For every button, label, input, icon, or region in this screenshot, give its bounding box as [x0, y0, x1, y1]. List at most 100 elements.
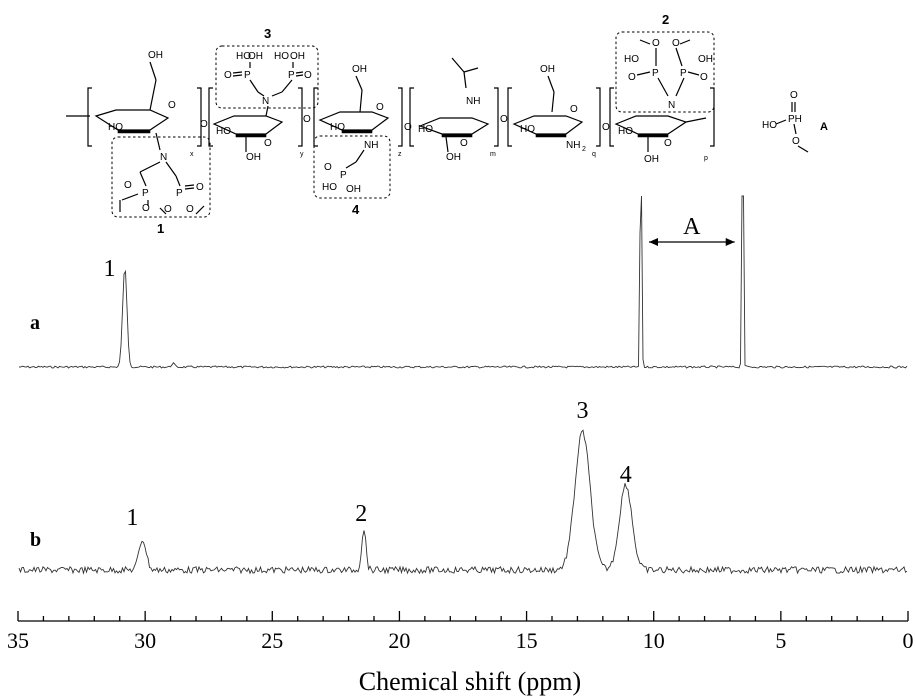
unit2-o2: O — [672, 38, 680, 49]
unit1-oh-top: OH — [148, 50, 163, 61]
unit1-p2-oxo: O — [196, 182, 204, 193]
amine-ho: HO — [520, 124, 535, 135]
unit3-ring-o: O — [264, 138, 272, 149]
peak-labels: 1 1 2 3 4 — [104, 256, 632, 531]
unit3-oxo1: O — [224, 70, 232, 81]
annotation-label-a: A — [683, 214, 701, 240]
unit2-ho: HO — [624, 54, 639, 65]
unit2-oh-low: OH — [644, 154, 659, 165]
compound-a: O PH HO O A — [762, 90, 828, 153]
x-tick-label-20: 20 — [388, 628, 410, 653]
unit1-p1-o2: O — [142, 203, 150, 214]
x-tick-label-15: 15 — [516, 628, 538, 653]
unit-3-label: 3 — [264, 26, 271, 41]
unit-3-box — [215, 45, 319, 109]
unit3-ho1: HO — [236, 51, 251, 62]
x-tick-label-25: 25 — [261, 628, 283, 653]
unit4-oh-top: OH — [352, 64, 367, 75]
compound-a-o: O — [792, 136, 800, 147]
unit-2-ring: HO O OH p — [614, 115, 708, 165]
unit-3-phosphonates: HO OH HO OH O P P O N — [224, 51, 312, 107]
x-tick-label-30: 30 — [134, 628, 156, 653]
acetyl-oh-low: OH — [446, 152, 461, 163]
unit3-p2: P — [288, 70, 295, 81]
peak-label-b-1: 1 — [126, 505, 138, 531]
unit1-p1-o: O — [124, 180, 132, 191]
x-axis-title: Chemical shift (ppm) — [359, 667, 581, 696]
unit4-ring-o: O — [376, 102, 384, 113]
unit3-oh1: OH — [248, 51, 263, 62]
unit2-p1: P — [652, 68, 659, 79]
unit-4-phosphonate: P O HO OH — [322, 149, 365, 195]
unit1-ring-o: O — [168, 100, 176, 111]
peak-label-b-3: 3 — [577, 398, 589, 424]
unit-1-phosphonates: P O O P O O O — [119, 161, 205, 215]
unit-1-label: 1 — [157, 221, 164, 236]
unit-2-phosphonates: O O HO OH P P O O N — [624, 38, 713, 111]
acetyl-unit: NH HO O OH m — [418, 57, 496, 163]
unit4-oxo: O — [324, 162, 332, 173]
unit4-subscript: z — [398, 151, 402, 158]
unit1-p2: P — [176, 188, 183, 199]
x-tick-label-5: 5 — [775, 628, 786, 653]
unit1-ho: HO — [108, 122, 123, 133]
unit3-oxo2: O — [304, 70, 312, 81]
linker-o-3: O — [404, 122, 412, 133]
unit-2-label: 2 — [662, 12, 669, 27]
unit-1-ring: OH O HO N x — [94, 50, 194, 163]
unit-4-label: 4 — [352, 202, 360, 217]
linker-o-2: O — [303, 114, 311, 125]
unit-3-ring: HO O OH y — [212, 105, 304, 163]
unit4-oh2: OH — [346, 184, 361, 195]
unit2-p2: P — [680, 68, 687, 79]
unit2-o1: O — [652, 38, 660, 49]
spectrum-b-trace — [18, 429, 908, 575]
nmr-spectra: a b 1 1 2 3 4 A — [18, 195, 908, 575]
linker-o-1: O — [200, 119, 208, 130]
annotation-arrowhead-right — [725, 238, 735, 246]
unit1-p2-o: O — [164, 204, 172, 215]
x-tick-label-35: 35 — [7, 628, 29, 653]
unit3-ho2: HO — [274, 51, 289, 62]
unit2-ring-o: O — [664, 138, 672, 149]
unit3-oh-low: OH — [246, 152, 261, 163]
unit2-oh: OH — [698, 54, 713, 65]
unit4-nh: NH — [364, 140, 378, 151]
series-label-b: b — [30, 529, 41, 551]
unit1-n: N — [160, 152, 167, 163]
acetyl-ho: HO — [418, 124, 433, 135]
acetyl-subscript: m — [490, 151, 496, 158]
unit1-p2-o2: O — [186, 204, 194, 215]
unit4-ho2: HO — [322, 182, 337, 193]
amine-nh2: NH — [566, 140, 580, 151]
unit4-p: P — [340, 170, 347, 181]
amine-nh2-sub: 2 — [582, 146, 586, 153]
x-axis-ticks: 35 30 25 20 15 10 5 0 — [7, 611, 914, 653]
unit3-ho-ring: HO — [216, 126, 231, 137]
x-tick-label-0: 0 — [903, 628, 914, 653]
unit3-p1: P — [244, 70, 251, 81]
unit2-n: N — [668, 100, 675, 111]
spectrum-a-trace — [18, 195, 908, 369]
unit1-subscript: x — [190, 151, 194, 158]
peak-label-b-2: 2 — [355, 501, 367, 527]
chitosan-derivative-structure: OH O HO N x P O O P O O O — [66, 12, 828, 236]
amine-subscript: q — [592, 151, 596, 158]
unit3-subscript: y — [300, 151, 304, 158]
compound-a-o-top: O — [790, 90, 798, 101]
series-label-a: a — [30, 312, 40, 334]
unit3-oh2: OH — [290, 51, 305, 62]
acetyl-ring-o: O — [460, 138, 468, 149]
unit2-oxo1: O — [628, 72, 636, 83]
annotation-arrowhead-left — [649, 238, 658, 246]
unit2-subscript: p — [704, 155, 708, 162]
unit-1-box — [111, 136, 211, 218]
amine-ring-o: O — [570, 104, 578, 115]
unit-4-box — [313, 135, 391, 199]
x-axis: 35 30 25 20 15 10 5 0 Chemical shift (ppm) — [7, 611, 914, 696]
unit4-ho: HO — [330, 122, 345, 133]
linker-o-4: O — [500, 114, 508, 125]
unit2-ho-ring: HO — [618, 126, 633, 137]
amine-oh-top: OH — [540, 64, 555, 75]
